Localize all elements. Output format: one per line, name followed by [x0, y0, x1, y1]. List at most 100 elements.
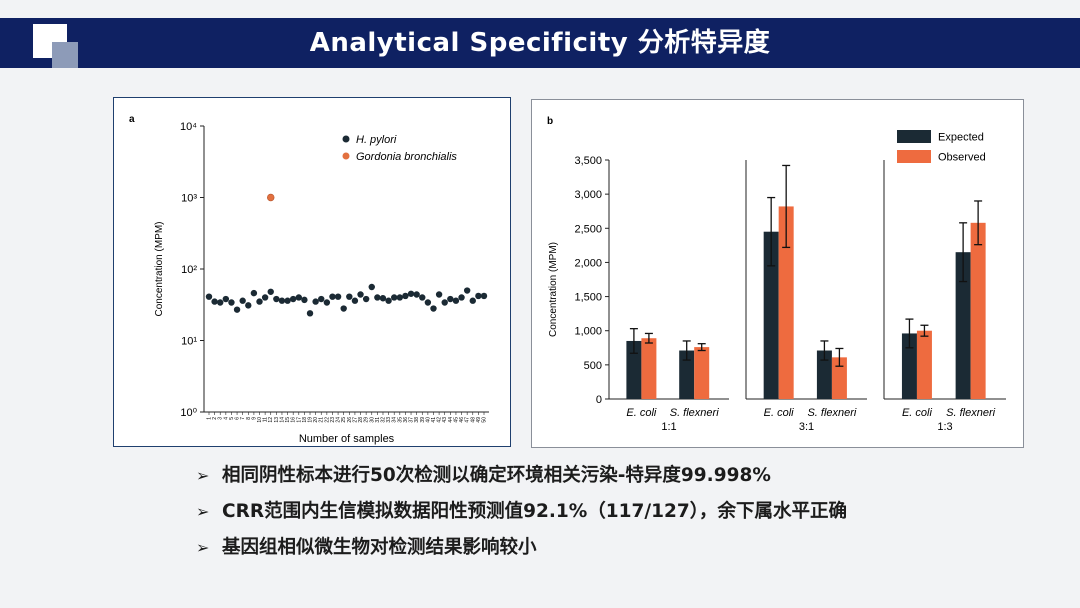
x-tick-label: 34 [392, 417, 398, 423]
arrow-bullet-icon: ➢ [196, 538, 210, 557]
x-tick-label: 33 [386, 417, 392, 423]
x-tick-label: 25 [341, 417, 347, 423]
x-tick-label: 36 [403, 417, 409, 423]
x-tick-label: 47 [465, 417, 471, 423]
x-tick-label: 18 [302, 417, 308, 423]
data-point [256, 298, 263, 305]
legend-entry: Observed [938, 152, 986, 164]
x-tick-label: 16 [291, 417, 297, 423]
x-tick-label: 42 [437, 417, 443, 423]
x-tick-label: 44 [448, 417, 454, 423]
x-tick-label: 27 [352, 417, 358, 423]
bar-expected [679, 350, 695, 399]
header-bar [0, 18, 1080, 68]
bar-observed [970, 222, 986, 399]
category-label: S. flexneri [946, 407, 995, 419]
data-point [211, 298, 218, 305]
data-point [374, 294, 381, 301]
data-point [334, 293, 342, 300]
data-point [346, 293, 353, 300]
bullet-item: ➢ CRR范围内生信模拟数据阳性预测值92.1%（117/127），余下属水平正确 [196, 494, 1056, 530]
x-tick-label: 41 [431, 417, 437, 423]
x-tick-label: 12 [268, 417, 274, 423]
data-point [278, 297, 286, 304]
data-point [267, 193, 275, 202]
data-point [289, 295, 297, 303]
x-tick-label: 49 [476, 417, 482, 423]
x-tick-label: 6 [235, 417, 241, 420]
panel-label: a [129, 114, 135, 125]
x-tick-label: 5 [229, 417, 235, 420]
y-tick-label: 3,000 [574, 189, 602, 201]
data-point [402, 292, 409, 300]
data-point [419, 294, 426, 301]
x-tick-label: 23 [330, 417, 336, 423]
y-tick-label: 500 [584, 360, 602, 372]
bar-observed [831, 357, 847, 399]
data-point [312, 298, 319, 305]
category-label: E. coli [626, 407, 657, 419]
x-tick-label: 37 [409, 417, 415, 423]
slide-title: Analytical Specificity 分析特异度 [309, 28, 771, 58]
x-tick-label: 30 [369, 417, 375, 423]
x-axis-label: Number of samples [299, 433, 395, 445]
legend-swatch [897, 150, 931, 163]
x-tick-label: 20 [313, 417, 319, 423]
legend-swatch [897, 130, 931, 143]
x-tick-label: 28 [358, 417, 364, 423]
x-tick-label: 14 [279, 417, 285, 423]
data-point [306, 310, 314, 317]
category-label: E. coli [764, 407, 795, 419]
data-point [250, 289, 258, 297]
bar-expected [626, 340, 642, 399]
data-point [435, 291, 443, 298]
data-point [424, 299, 432, 306]
bar-expected [816, 350, 832, 399]
bullet-text: CRR范围内生信模拟数据阳性预测值92.1%（117/127），余下属水平正确 [222, 501, 847, 522]
x-tick-label: 29 [364, 417, 370, 423]
legend-marker [342, 152, 350, 160]
data-point [480, 292, 488, 300]
x-tick-label: 22 [324, 417, 330, 423]
x-tick-label: 10 [257, 417, 263, 423]
legend-marker [342, 135, 350, 143]
data-point [217, 299, 224, 306]
x-tick-label: 19 [308, 417, 314, 423]
data-point [452, 297, 460, 304]
x-tick-label: 26 [347, 417, 353, 423]
data-point [233, 306, 241, 313]
x-tick-label: 21 [319, 417, 325, 423]
data-point [351, 297, 359, 304]
x-tick-label: 24 [336, 417, 342, 423]
data-point [413, 291, 420, 298]
ratio-label: 3:1 [799, 421, 814, 433]
data-point [430, 305, 437, 312]
bullet-item: ➢ 基因组相似微生物对检测结果影响较小 [196, 530, 1056, 566]
data-point [301, 296, 308, 304]
y-axis-label: Concentration (MPM) [548, 242, 559, 337]
bar-expected [763, 231, 779, 399]
y-tick-label: 2,500 [574, 223, 602, 235]
x-tick-label: 35 [397, 417, 403, 423]
legend-entry: Expected [938, 132, 984, 144]
x-tick-label: 13 [274, 417, 280, 423]
y-tick-label: 1,500 [574, 292, 602, 304]
data-point [362, 295, 370, 303]
x-tick-label: 48 [470, 417, 476, 423]
data-point [205, 293, 213, 300]
y-tick-label: 0 [596, 394, 602, 406]
x-tick-label: 43 [442, 417, 448, 423]
y-tick-label: 10⁴ [180, 121, 197, 133]
data-point [222, 295, 230, 303]
data-point [284, 297, 291, 304]
x-tick-label: 11 [263, 417, 269, 422]
corner-decoration-square-gray [52, 42, 78, 68]
x-tick-label: 15 [285, 417, 291, 423]
data-point [323, 299, 331, 306]
x-tick-label: 4 [223, 417, 229, 420]
data-point [228, 299, 235, 306]
x-tick-label: 17 [296, 417, 302, 423]
data-point [295, 294, 302, 301]
data-point [368, 283, 375, 291]
bar-observed [916, 330, 932, 399]
